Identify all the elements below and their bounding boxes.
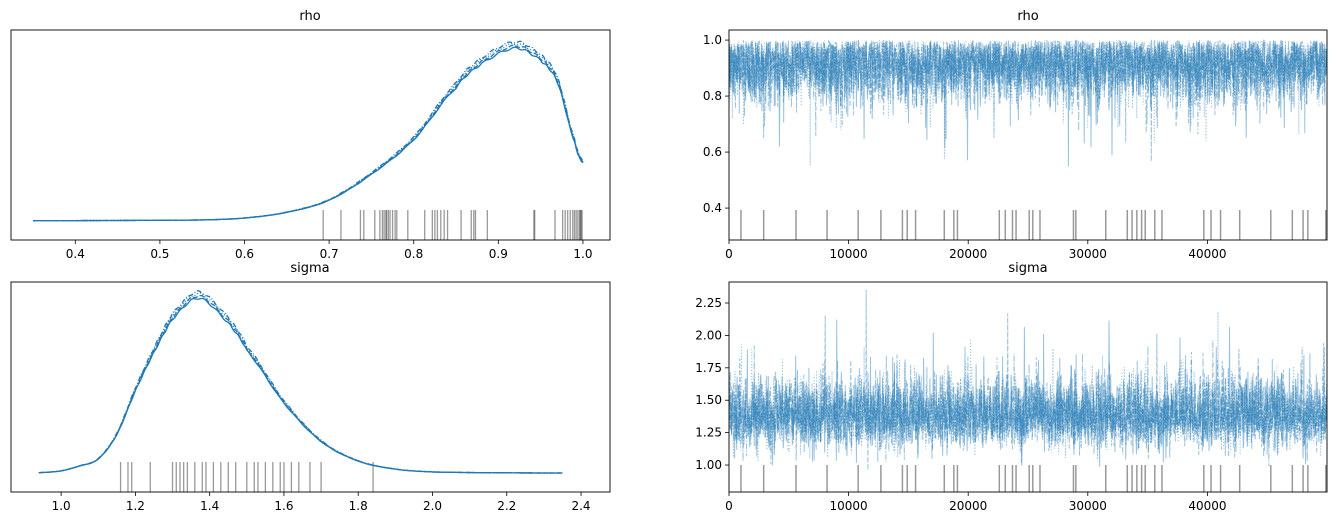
density-line-chain-3: [33, 40, 584, 222]
rho-trace-title: rho: [1017, 9, 1038, 24]
axes-frame: [728, 281, 1328, 493]
x-tick-label: 1.6: [274, 499, 293, 513]
rho-trace-panel: rho 0 10000 20000 30000 40000 0.4 0.6 0.8 1.0: [703, 9, 1328, 261]
x-tick-label: 0.4: [66, 247, 85, 261]
rho-density-title: rho: [299, 9, 320, 24]
trace-line-chain-1: [729, 40, 1327, 162]
density-line-chain-0: [38, 297, 563, 474]
x-tick-label: 40000: [1188, 499, 1226, 513]
trace-line-chain-2: [729, 311, 1327, 462]
x-tick-label: 2.0: [423, 499, 442, 513]
y-tick-label: 2.00: [695, 328, 722, 342]
y-tick-label: 0.4: [703, 201, 722, 215]
sigma-density-title: sigma: [290, 261, 329, 276]
sigma-trace-panel: sigma 0 10000 20000 30000 40000 1.00 1.25 1.50 1…: [695, 261, 1328, 513]
x-tick-label: 0.5: [150, 247, 169, 261]
axes-frame: [10, 281, 611, 493]
trace-line-chain-3: [729, 339, 1327, 467]
x-tick-label: 20000: [949, 247, 987, 261]
trace-line-chain-0: [729, 38, 1327, 167]
x-tick-label: 20000: [949, 499, 987, 513]
axes-frame: [728, 29, 1328, 241]
y-tick-label: 1.25: [695, 426, 722, 440]
x-tick-label: 40000: [1188, 247, 1226, 261]
density-line-chain-0: [33, 46, 584, 222]
density-line-chain-1: [38, 294, 563, 474]
y-tick-label: 1.50: [695, 393, 722, 407]
density-line-chain-2: [38, 292, 563, 474]
x-tick-label: 10000: [830, 499, 868, 513]
density-line-chain-1: [32, 44, 584, 222]
trace-line-chain-3: [729, 39, 1327, 143]
x-tick-label: 1.0: [573, 247, 592, 261]
density-line-chain-2: [33, 42, 584, 222]
x-tick-label: 30000: [1069, 247, 1107, 261]
y-tick-label: 0.8: [703, 89, 722, 103]
x-tick-label: 2.4: [571, 499, 590, 513]
plot-area: [32, 40, 584, 240]
sigma-trace-title: sigma: [1008, 261, 1047, 276]
y-tick-label: 1.00: [695, 458, 722, 472]
y-tick-label: 1.75: [695, 361, 722, 375]
x-tick-label: 0.7: [320, 247, 339, 261]
x-tick-label: 1.4: [200, 499, 219, 513]
x-tick-label: 0.6: [235, 247, 254, 261]
x-tick-label: 0: [725, 499, 733, 513]
sigma-density-panel: sigma 1.0 1.2 1.4 1.6 1.8 2.0 2.2 2.4: [10, 261, 611, 513]
axes-frame: [10, 29, 611, 241]
x-tick-label: 30000: [1069, 499, 1107, 513]
plot-area: [38, 290, 563, 492]
rho-density-panel: rho 0.4 0.5 0.6 0.7 0.8 0.9 1.0: [10, 9, 611, 261]
x-tick-label: 2.2: [497, 499, 516, 513]
trace-line-chain-0: [729, 319, 1327, 467]
y-tick-label: 1.0: [703, 33, 722, 47]
x-tick-label: 0.9: [489, 247, 508, 261]
density-line-chain-3: [38, 290, 563, 474]
x-tick-label: 1.0: [52, 499, 71, 513]
y-tick-label: 0.6: [703, 145, 722, 159]
plot-area: [729, 289, 1327, 492]
y-tick-label: 2.25: [695, 296, 722, 310]
x-tick-label: 0.8: [404, 247, 423, 261]
x-tick-label: 1.8: [349, 499, 368, 513]
x-tick-label: 0: [725, 247, 733, 261]
x-tick-label: 1.2: [126, 499, 145, 513]
trace-line-chain-1: [729, 289, 1327, 471]
plot-area: [729, 38, 1327, 240]
x-tick-label: 10000: [830, 247, 868, 261]
